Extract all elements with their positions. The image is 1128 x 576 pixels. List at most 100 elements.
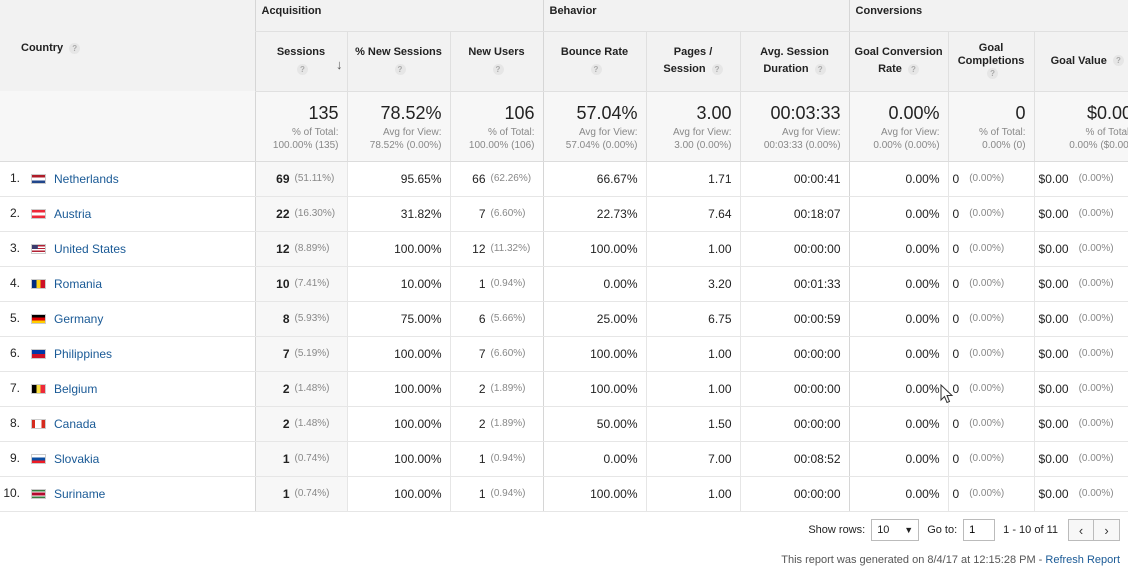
- goto-input[interactable]: [963, 519, 996, 541]
- sessions-value: 1: [282, 486, 290, 501]
- new-sessions-cell: 100.00%: [346, 231, 450, 267]
- row-index: 9.: [9, 451, 20, 466]
- pages-session-value: 1.00: [708, 346, 732, 361]
- new-users-percent: (0.94%): [490, 453, 526, 464]
- country-cell: 6. Philippines: [0, 336, 255, 372]
- goal-completions-value: 0: [952, 381, 960, 396]
- goal-completions-cell: 0 (0.00%): [947, 196, 1035, 232]
- row-index: 1.: [9, 171, 20, 186]
- goal-conversion-column-header[interactable]: Goal Conversion Rate ?: [848, 31, 949, 92]
- pages-session-column-header[interactable]: Pages / Session ?: [645, 31, 740, 92]
- goal-completions-percent: (0.00%): [969, 313, 1005, 324]
- refresh-report-link[interactable]: Refresh Report: [1045, 554, 1120, 566]
- goal-value-value: $0.00: [1038, 451, 1069, 466]
- goal-completions-value: 0: [952, 241, 960, 256]
- total-new-users-cell: 106 % of Total: 100.00% (106): [449, 91, 543, 162]
- total-sessions-sub2: 100.00% (135): [272, 139, 339, 151]
- show-rows-select[interactable]: 10 ▼: [871, 519, 920, 541]
- goal-completions-cell: 0 (0.00%): [947, 231, 1035, 267]
- help-icon[interactable]: ?: [814, 63, 826, 75]
- help-icon[interactable]: ?: [1112, 55, 1124, 67]
- avg-duration-cell: 00:01:33: [739, 266, 850, 302]
- goal-conversion-cell: 0.00%: [848, 336, 949, 372]
- goal-conversion-cell: 0.00%: [848, 441, 949, 477]
- help-icon[interactable]: ?: [297, 63, 308, 75]
- sessions-value: 1: [282, 451, 290, 466]
- goal-completions-value: 0: [952, 206, 960, 221]
- country-link[interactable]: Slovakia: [54, 451, 100, 466]
- country-link[interactable]: Suriname: [54, 486, 106, 501]
- acquisition-group-header: Acquisition: [254, 0, 543, 32]
- goal-value-column-header[interactable]: Goal Value ?: [1033, 31, 1128, 92]
- country-link[interactable]: Romania: [54, 276, 103, 291]
- sessions-cell: 22 (16.30%): [254, 196, 347, 232]
- help-icon[interactable]: ?: [69, 42, 81, 54]
- help-icon[interactable]: ?: [590, 63, 602, 75]
- new-sessions-cell: 100.00%: [346, 406, 450, 442]
- new-users-percent: (62.26%): [490, 173, 532, 184]
- total-pages-session-sub1: Avg for View:: [672, 126, 732, 138]
- goal-completions-percent: (0.00%): [969, 488, 1005, 499]
- help-icon[interactable]: ?: [987, 68, 999, 80]
- new-sessions-value: 100.00%: [394, 416, 442, 431]
- avg-duration-value: 00:00:00: [793, 381, 841, 396]
- new-users-cell: 1 (0.94%): [449, 266, 543, 302]
- pages-session-cell: 3.20: [645, 266, 740, 302]
- pages-session-header-label-2: Session: [663, 63, 706, 75]
- avg-duration-column-header[interactable]: Avg. Session Duration ?: [739, 31, 850, 92]
- country-link[interactable]: Germany: [54, 311, 104, 326]
- goal-value-value: $0.00: [1038, 381, 1069, 396]
- goal-completions-column-header[interactable]: Goal Completions ?: [947, 31, 1035, 92]
- new-sessions-cell: 31.82%: [346, 196, 450, 232]
- total-pages-session-cell: 3.00 Avg for View: 3.00 (0.00%): [645, 91, 740, 162]
- pages-session-value: 1.00: [708, 381, 732, 396]
- help-icon[interactable]: ?: [394, 63, 406, 75]
- new-users-cell: 66 (62.26%): [449, 161, 543, 197]
- country-link[interactable]: Belgium: [54, 381, 98, 396]
- pages-session-cell: 6.75: [645, 301, 740, 337]
- new-users-value: 1: [478, 276, 486, 291]
- help-icon[interactable]: ?: [907, 63, 919, 75]
- sessions-value: 2: [282, 381, 290, 396]
- new-sessions-value: 10.00%: [400, 276, 442, 291]
- goal-completions-cell: 0 (0.00%): [947, 441, 1035, 477]
- sessions-percent: (7.41%): [294, 278, 330, 289]
- total-avg-duration-value: 00:03:33: [770, 102, 841, 123]
- country-cell: 3. United States: [0, 231, 255, 267]
- new-sessions-cell: 95.65%: [346, 161, 450, 197]
- table-row: 1. Netherlands 69 (51.11%) 95.65% 66 (62.26…: [0, 161, 1128, 197]
- country-link[interactable]: Netherlands: [54, 171, 119, 186]
- sessions-value: 69: [276, 171, 290, 186]
- previous-page-button[interactable]: ‹: [1068, 519, 1094, 541]
- sessions-percent: (0.74%): [294, 453, 330, 464]
- total-goal-conversion-cell: 0.00% Avg for View: 0.00% (0.00%): [848, 91, 949, 162]
- sessions-column-header[interactable]: Sessions ? ↓: [254, 31, 347, 92]
- goal-conversion-cell: 0.00%: [848, 406, 949, 442]
- country-link[interactable]: Philippines: [54, 346, 113, 361]
- goal-value-value: $0.00: [1038, 276, 1069, 291]
- bounce-rate-column-header[interactable]: Bounce Rate ?: [542, 31, 646, 92]
- new-sessions-value: 100.00%: [394, 241, 442, 256]
- total-goal-conversion-sub2: 0.00% (0.00%): [873, 139, 940, 151]
- generated-text: This report was generated on 8/4/17 at 1…: [781, 554, 1046, 566]
- goal-conversion-value: 0.00%: [905, 416, 940, 431]
- new-users-column-header[interactable]: New Users ?: [449, 31, 543, 92]
- sort-descending-icon[interactable]: ↓: [336, 56, 343, 72]
- country-column-header[interactable]: Country ?: [0, 0, 255, 91]
- help-icon[interactable]: ?: [711, 63, 723, 75]
- help-icon[interactable]: ?: [492, 63, 504, 75]
- new-users-percent: (6.60%): [490, 208, 526, 219]
- bounce-rate-cell: 0.00%: [542, 266, 646, 302]
- total-new-sessions-sub2: 78.52% (0.00%): [369, 139, 442, 151]
- goal-completions-cell: 0 (0.00%): [947, 266, 1035, 302]
- goal-value-percent: (0.00%): [1078, 208, 1114, 219]
- pages-session-cell: 7.00: [645, 441, 740, 477]
- goal-completions-percent: (0.00%): [969, 243, 1005, 254]
- next-page-button[interactable]: ›: [1094, 519, 1120, 541]
- new-sessions-column-header[interactable]: % New Sessions ?: [346, 31, 450, 92]
- table-row: 3. United States 12 (8.89%) 100.00% 12 (11.…: [0, 231, 1128, 267]
- country-link[interactable]: United States: [54, 241, 127, 256]
- avg-duration-header-label-1: Avg. Session: [760, 46, 829, 58]
- country-link[interactable]: Austria: [54, 206, 92, 221]
- country-link[interactable]: Canada: [54, 416, 97, 431]
